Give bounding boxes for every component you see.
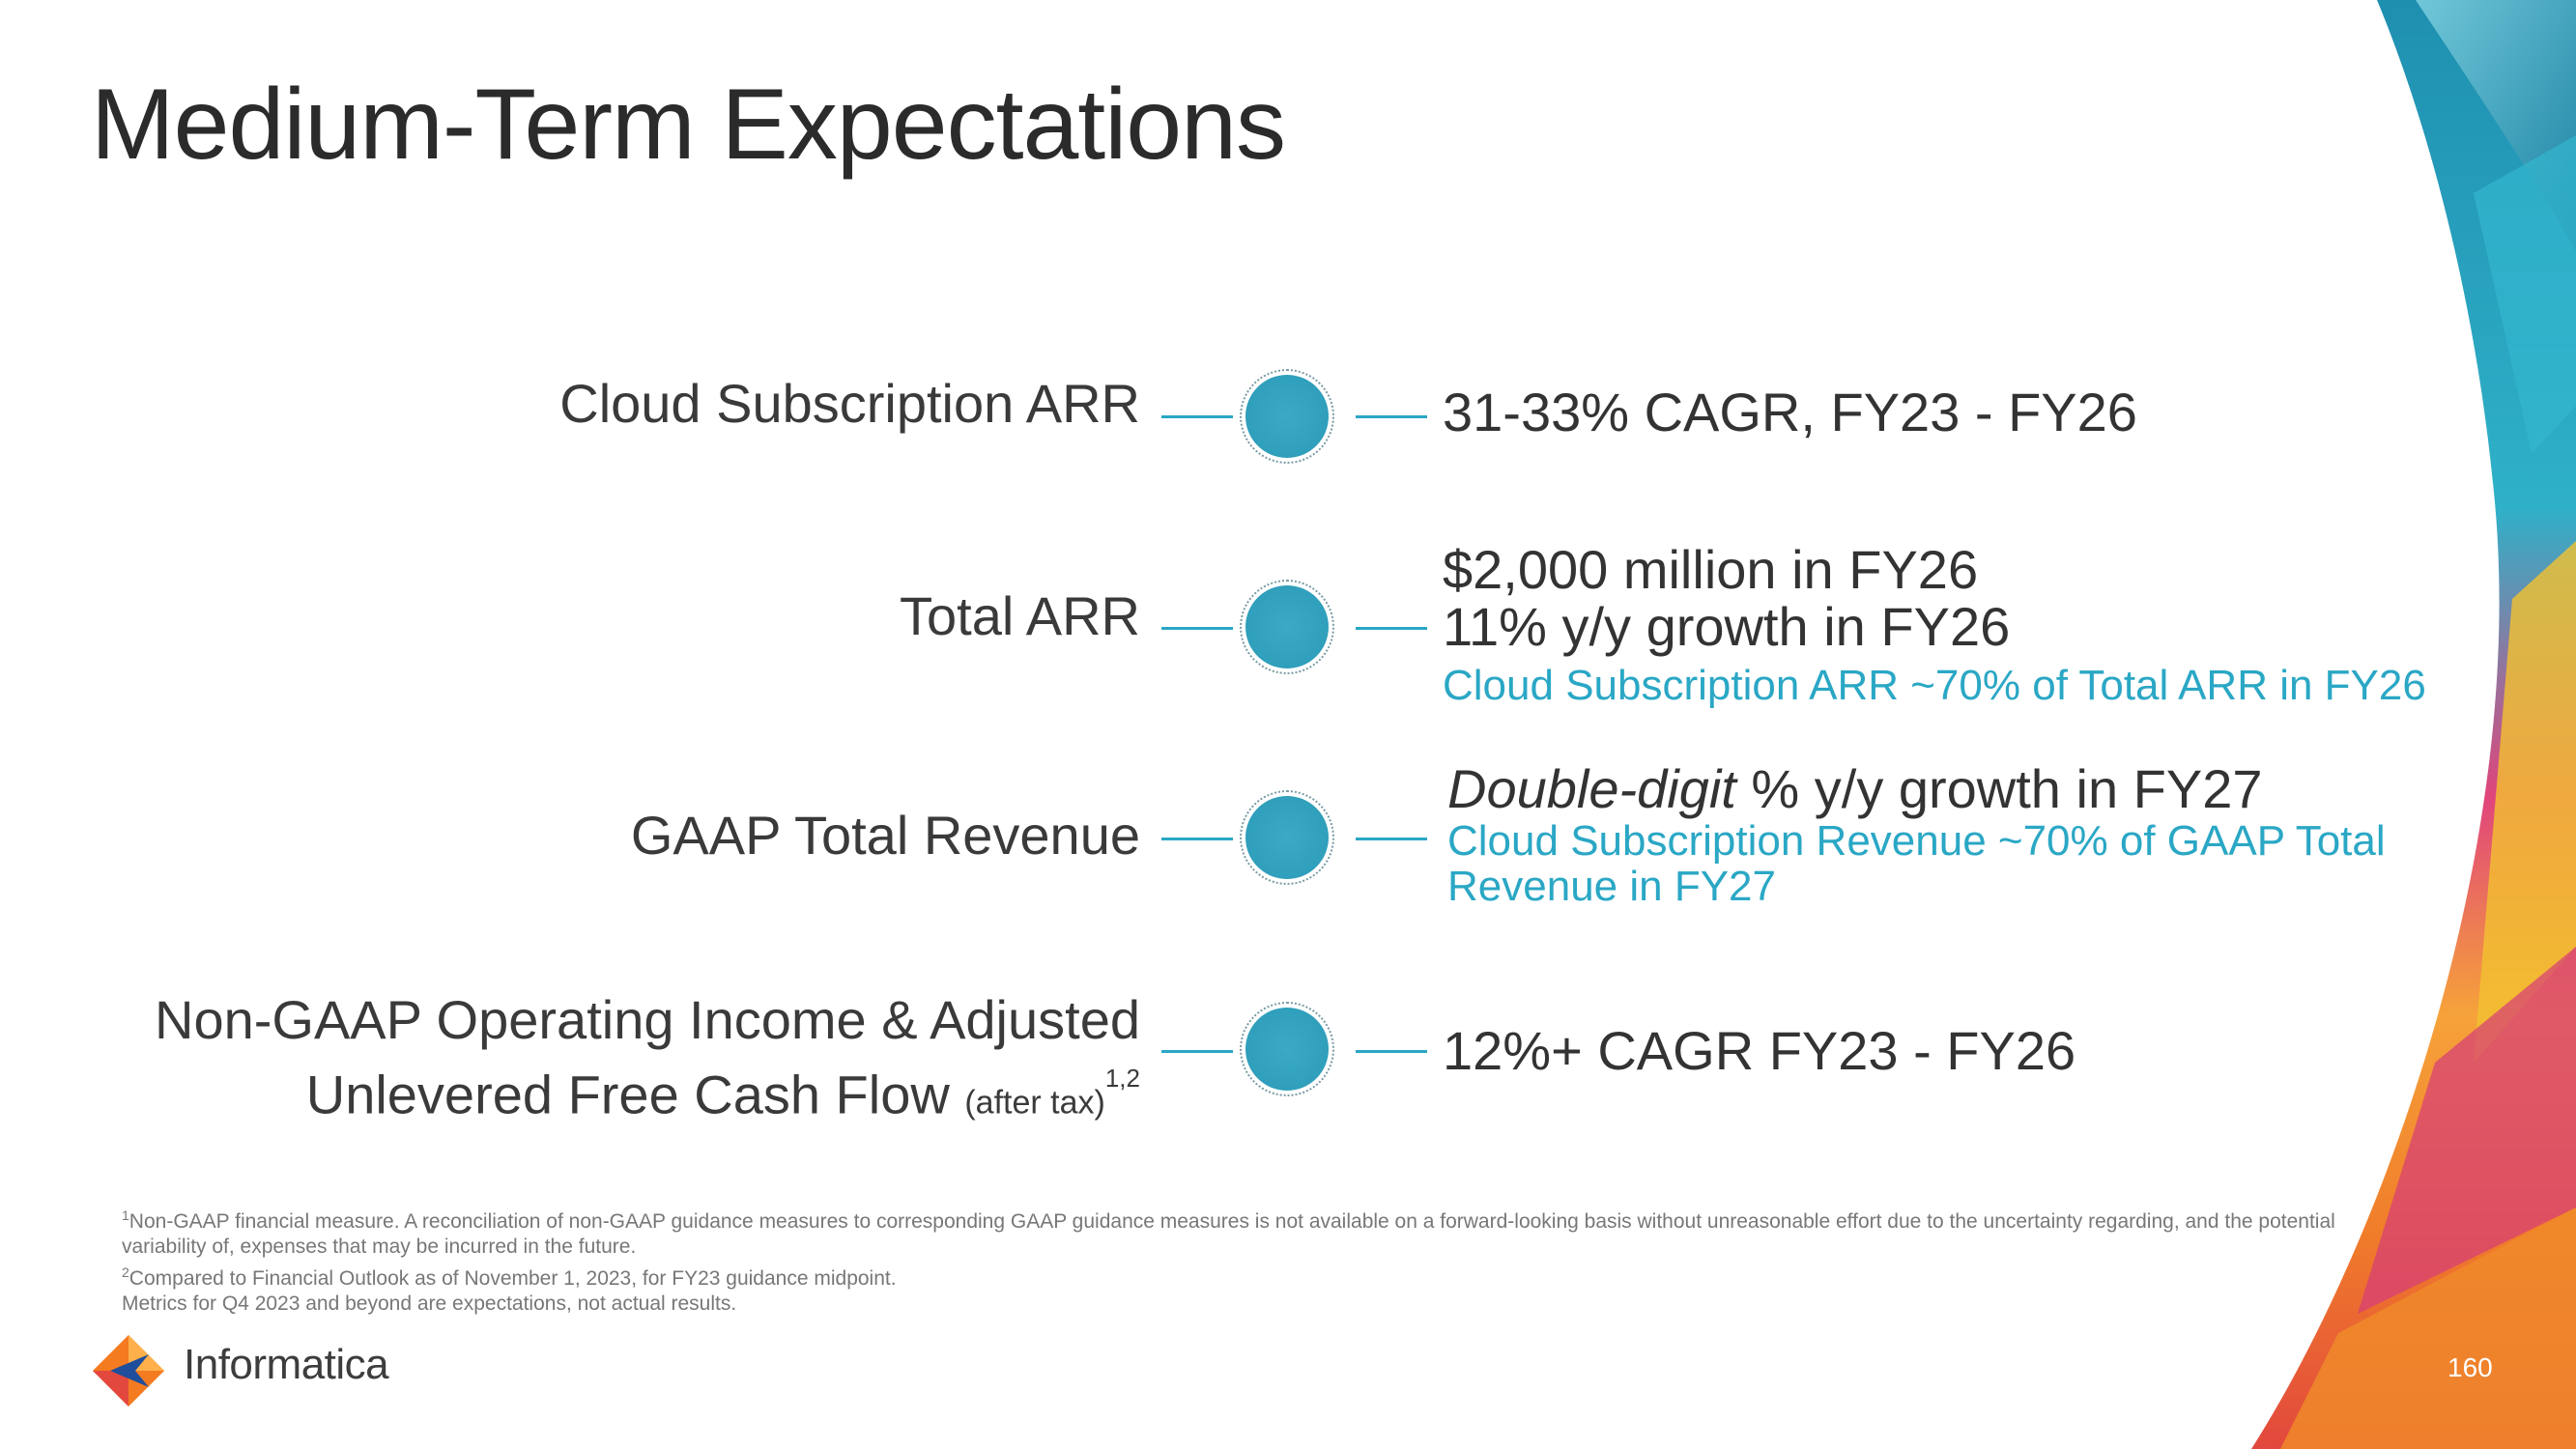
connector-right [1356,1050,1427,1053]
connector-left [1161,1050,1233,1053]
connector-left [1161,838,1233,840]
circle-node-icon [1240,369,1334,464]
row-label: GAAP Total Revenue [630,805,1140,866]
row-value: 31-33% CAGR, FY23 - FY26 [1443,382,2137,442]
circle-node-icon [1240,1002,1334,1096]
circle-node-icon [1240,790,1334,885]
logo-text: Informatica [184,1341,389,1388]
row-value: 12%+ CAGR FY23 - FY26 [1443,1020,2076,1081]
label-small: (after tax) [964,1084,1105,1122]
row-value: Double-digit % y/y growth in FY27 [1447,761,2263,817]
value-rest: % y/y growth in FY27 [1735,758,2263,819]
row-note: Cloud Subscription ARR ~70% of Total ARR… [1443,662,2426,709]
page-number: 160 [2447,1352,2493,1382]
row-label-line2: Unlevered Free Cash Flow (after tax)1,2 [306,1053,1140,1136]
informatica-diamond-icon [93,1335,164,1406]
row-label-line1: Non-GAAP Operating Income & Adjusted [155,989,1140,1050]
row-note-line2: Revenue in FY27 [1447,863,1776,910]
connector-right [1356,838,1427,840]
connector-right [1356,415,1427,418]
row-value: $2,000 million in FY26 [1443,539,1979,600]
row-label: Cloud Subscription ARR [559,373,1140,434]
row-label: Total ARR [900,585,1140,646]
connector-left [1161,415,1233,418]
footnote-2: 2Compared to Financial Outlook as of Nov… [122,1264,897,1290]
row-note-line1: Cloud Subscription Revenue ~70% of GAAP … [1447,817,2386,865]
value-italic: Double-digit [1447,758,1736,819]
row-value: 11% y/y growth in FY26 [1443,596,2011,657]
label-main: Unlevered Free Cash Flow [305,1064,950,1125]
circle-node-icon [1240,580,1334,674]
footnote-1: 1Non-GAAP financial measure. A reconcili… [122,1208,2335,1258]
footnotes: 1Non-GAAP financial measure. A reconcili… [122,1203,2344,1317]
connector-right [1356,627,1427,630]
page-title: Medium-Term Expectations [91,69,1286,181]
connector-left [1161,627,1233,630]
footnote-3: Metrics for Q4 2023 and beyond are expec… [122,1293,737,1315]
label-superscript: 1,2 [1104,1064,1140,1093]
